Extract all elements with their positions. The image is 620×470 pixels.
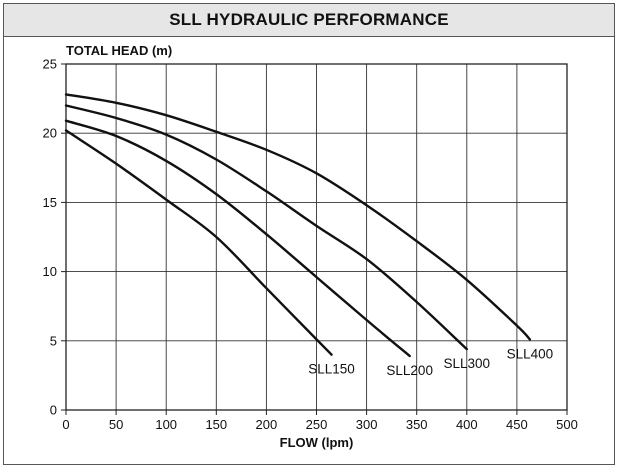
chart-title: SLL HYDRAULIC PERFORMANCE (4, 4, 614, 37)
y-tick-label: 25 (43, 57, 57, 72)
y-tick-label: 15 (43, 195, 57, 210)
series-label-sll400: SLL400 (507, 346, 554, 361)
series-label-sll300: SLL300 (444, 356, 491, 371)
y-tick-label: 20 (43, 126, 57, 141)
x-tick-label: 500 (556, 417, 578, 432)
x-tick-label: 150 (205, 417, 227, 432)
x-tick-label: 200 (256, 417, 278, 432)
x-tick-label: 450 (506, 417, 528, 432)
y-tick-label: 10 (43, 264, 57, 279)
x-tick-label: 350 (406, 417, 428, 432)
x-tick-label: 400 (456, 417, 478, 432)
series-line-sll300 (64, 104, 468, 351)
x-axis-title: FLOW (lpm) (280, 435, 354, 450)
x-tick-label: 250 (306, 417, 328, 432)
series-line-sll400 (64, 93, 532, 341)
series-line-sll200 (64, 119, 411, 358)
chart-frame: SLL HYDRAULIC PERFORMANCE (3, 3, 615, 465)
series-label-sll150: SLL150 (308, 362, 355, 377)
x-tick-label: 100 (155, 417, 177, 432)
y-axis-title: TOTAL HEAD (m) (66, 43, 172, 58)
series-line-sll150 (64, 129, 333, 356)
x-tick-label: 300 (356, 417, 378, 432)
y-tick-label: 5 (50, 333, 57, 348)
x-tick-label: 50 (109, 417, 123, 432)
series-label-sll200: SLL200 (386, 363, 433, 378)
y-tick-label: 0 (50, 403, 57, 418)
x-tick-label: 0 (62, 417, 69, 432)
